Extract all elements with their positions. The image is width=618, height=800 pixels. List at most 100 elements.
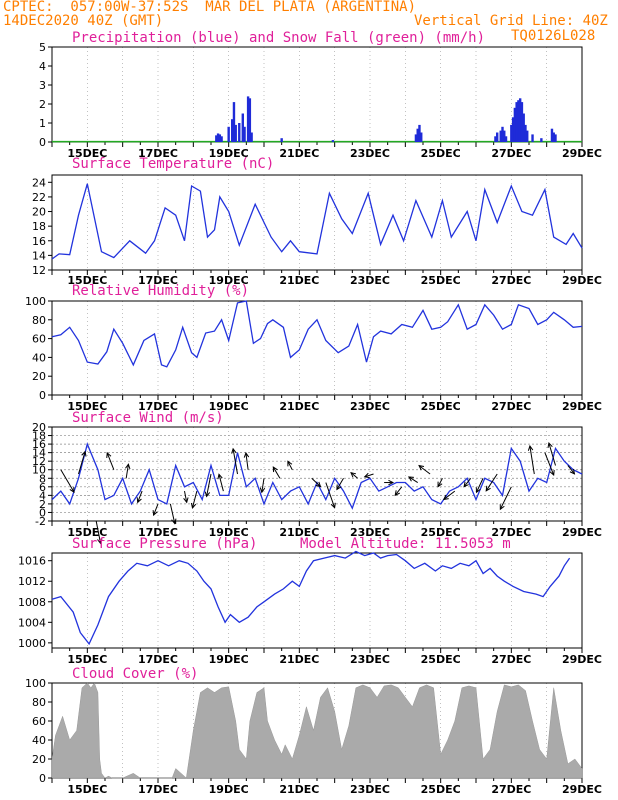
y-tick-label: 16 [32,235,46,248]
precip-bar [520,102,524,142]
x-tick-label: 19DEC [209,274,249,287]
wind-arrow-head [97,538,103,545]
wind-arrow-head [437,481,443,488]
wind-arrow-head [106,451,112,458]
x-tick-label: 17DEC [138,400,178,413]
wind-arrow-head [125,463,131,470]
y-tick-label: 20 [32,753,46,766]
y-tick-label: 1012 [18,575,46,588]
precip-bar [250,132,253,142]
wind-arrow [245,452,249,470]
wind-arrow [364,473,374,478]
header-line1: CPTEC: 057:00W-37:52S MAR DEL PLATA (ARG… [3,0,417,15]
precip-bar [499,130,502,142]
panel-pressure: Surface Pressure (hPa) Model Altitude: 11… [18,536,602,666]
precip-bar [515,102,518,142]
wind-arrow [499,486,512,510]
precip-bar [216,133,220,142]
wind-arrow [485,473,498,492]
wind-arrow-head [549,470,555,477]
x-tick-label: 21DEC [279,274,319,287]
wind-arrow-head [475,487,481,494]
x-tick-label: 15DEC [67,653,107,666]
wind-arrow-head [171,518,177,525]
x-tick-label: 23DEC [350,526,390,539]
y-tick-label: 0 [39,506,46,519]
wind-arrow [394,486,403,496]
x-tick-label: 15DEC [67,400,107,413]
wind-arrow [78,451,86,475]
panel-title: Relative Humidity (%) [72,283,249,299]
wind-arrow-head [499,504,505,511]
wind-arrow [169,503,176,524]
temperature-line [51,183,583,260]
y-tick-label: 20 [32,421,46,434]
x-tick-label: 29DEC [562,653,602,666]
x-tick-label: 25DEC [421,400,461,413]
y-tick-label: 12 [32,455,46,468]
precip-bar [414,134,418,142]
wind-arrow-head [418,464,425,471]
x-tick-label: 15DEC [67,147,107,160]
precip-bar [510,124,513,142]
x-tick-label: 21DEC [279,653,319,666]
y-tick-label: 2 [39,98,46,111]
x-tick-label: 27DEC [491,653,531,666]
x-tick-label: 21DEC [279,147,319,160]
y-tick-label: 1000 [18,637,46,650]
wind-arrow-head [69,487,75,494]
y-tick-label: 4 [39,60,46,73]
y-tick-label: 60 [32,715,46,728]
x-tick-label: 21DEC [279,400,319,413]
wind-arrow [437,478,443,487]
wind-arrow [125,464,129,479]
x-tick-label: 19DEC [209,400,249,413]
precip-bar [504,136,508,142]
wind-arrow-head [569,468,576,475]
wind-arrow-head [315,481,322,488]
y-tick-label: 4 [39,489,46,502]
wind-arrow [443,490,456,500]
y-tick-label: 22 [32,191,46,204]
wind-arrow [287,461,293,470]
wind-arrow [137,490,143,503]
y-tick-label: 100 [25,677,46,690]
y-tick-label: 40 [32,734,46,747]
panel-title: Surface Pressure (hPa) [72,536,257,552]
precip-bar [518,98,522,142]
wind-arrow [350,472,358,479]
panel-frame [51,174,583,271]
precip-bar [524,124,527,142]
y-tick-label: 0 [39,772,46,785]
y-tick-label: 0 [39,136,46,149]
wind-arrow [544,452,555,476]
wind-arrow [95,520,102,544]
x-tick-label: 17DEC [138,274,178,287]
wind-arrow [206,473,212,497]
x-tick-label: 17DEC [138,653,178,666]
wind-arrow-head [259,487,266,494]
x-tick-label: 19DEC [209,653,249,666]
wind-arrow-head [204,491,211,498]
y-tick-label: 14 [32,447,46,460]
x-tick-label: 21DEC [279,526,319,539]
precip-bar [418,124,421,142]
x-tick-label: 23DEC [350,147,390,160]
wind-arrow-head [463,481,469,488]
wind-arrow [60,469,75,493]
wind-arrow [153,503,159,516]
wind-arrow [567,465,575,475]
wind-arrow-head [527,444,534,451]
header-model-code: TQ0126L028 [511,28,596,44]
wind-arrow-head [152,510,158,517]
wind-arrow-head [136,497,142,504]
wind-arrow-head [388,479,395,486]
precip-bar [215,135,218,142]
precip-bar [243,126,246,142]
precip-bar [241,113,244,142]
precip-bar [511,117,515,142]
y-tick-label: 80 [32,314,46,327]
wind-arrow-head [363,472,370,479]
wind-arrow [191,490,198,509]
wind-arrow-head [190,502,197,509]
